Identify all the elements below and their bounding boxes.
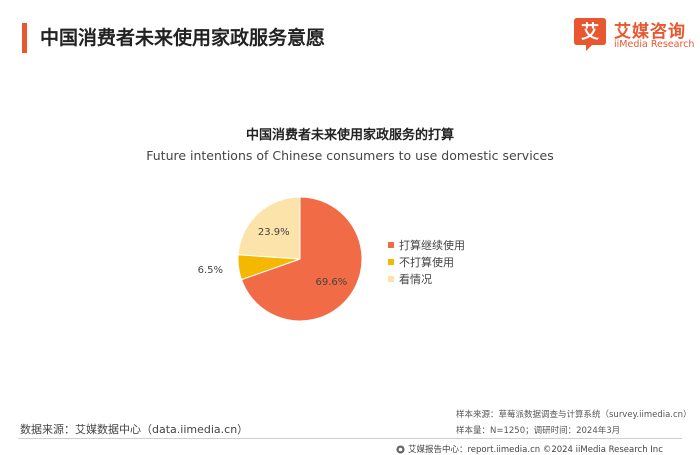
legend-label: 不打算使用	[399, 255, 454, 269]
footer-report-center: 艾媒报告中心：report.iimedia.cn ©2024 iiMedia R…	[396, 443, 663, 455]
iimedia-logo: 艾 艾媒咨询 iiMedia Research	[572, 16, 694, 56]
chart-subtitle: Future intentions of Chinese consumers t…	[146, 148, 554, 163]
pie-data-label: 6.5%	[198, 265, 223, 276]
logo-mark-icon: 艾	[574, 18, 606, 51]
report-center-text: 艾媒报告中心：report.iimedia.cn ©2024 iiMedia R…	[408, 445, 663, 455]
logo-text-en: iiMedia Research	[614, 39, 695, 50]
legend-item-undecided: 看情况	[388, 270, 465, 287]
pie-data-label: 23.9%	[258, 227, 290, 238]
legend-label: 打算继续使用	[399, 238, 465, 252]
chart-title: 中国消费者未来使用家政服务的打算	[245, 128, 454, 143]
legend-label: 看情况	[399, 272, 432, 286]
title-accent-bar	[22, 23, 27, 53]
svg-text:艾: 艾	[581, 21, 599, 43]
footer-divider	[18, 438, 682, 439]
chart-legend: 打算继续使用 不打算使用 看情况	[388, 236, 465, 287]
sample-size: 样本量：N=1250；调研时间：2024年3月	[456, 426, 621, 436]
report-center-icon	[396, 444, 405, 454]
legend-swatch	[388, 241, 394, 248]
page-title: 中国消费者未来使用家政服务意愿	[40, 27, 326, 49]
data-source: 数据来源：艾媒数据中心（data.iimedia.cn）	[20, 423, 249, 436]
legend-item-not-plan: 不打算使用	[388, 253, 465, 270]
legend-item-continue: 打算继续使用	[388, 236, 465, 253]
pie-slice-2	[237, 196, 301, 260]
logo-text-cn: 艾媒咨询	[614, 22, 686, 42]
pie-slice-0	[240, 196, 363, 322]
sample-source: 样本来源：草莓派数据调查与计算系统（survey.iimedia.cn）	[456, 410, 692, 420]
pie-data-label: 69.6%	[315, 277, 347, 288]
legend-swatch	[388, 275, 394, 282]
legend-swatch	[388, 258, 394, 265]
